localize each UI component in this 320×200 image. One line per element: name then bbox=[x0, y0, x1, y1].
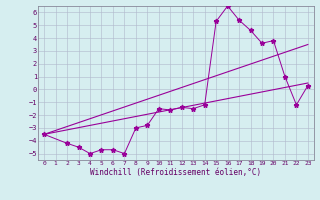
X-axis label: Windchill (Refroidissement éolien,°C): Windchill (Refroidissement éolien,°C) bbox=[91, 168, 261, 177]
